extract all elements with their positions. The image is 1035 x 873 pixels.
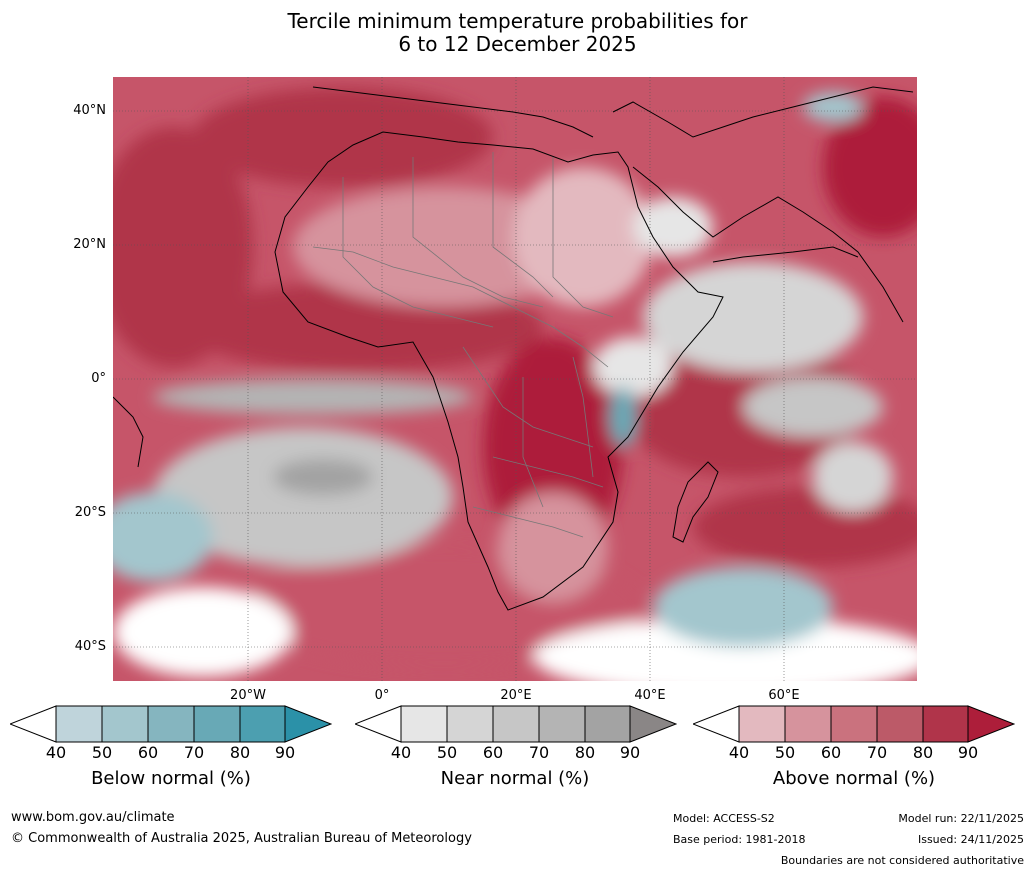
legend-above-tick: 40 [728, 743, 750, 762]
legend-above-tick: 60 [820, 743, 842, 762]
colorbar-below-bin-4 [239, 705, 286, 743]
map-canvas [113, 77, 917, 681]
footer-model-run: Model run: 22/11/2025 [898, 812, 1024, 825]
footer-copyright: © Commonwealth of Australia 2025, Austra… [11, 831, 472, 846]
legend-above-tick: 90 [957, 743, 979, 762]
footer-base-period: Base period: 1981-2018 [673, 833, 806, 846]
lat-label-40s: 40°S [74, 639, 106, 654]
colorbar-below-upper-arrow [284, 705, 332, 743]
colorbar-below-lower-arrow [10, 705, 57, 743]
colorbar-above-lower-arrow [693, 705, 740, 743]
legend-above-title: Above normal (%) [772, 768, 936, 789]
lat-label-20s: 20°S [74, 505, 106, 520]
footer-issued: Issued: 24/11/2025 [917, 833, 1024, 846]
coastlines [113, 86, 914, 611]
colorbar-near-bin-2 [492, 705, 540, 743]
legend-above-tick: 50 [774, 743, 796, 762]
lon-label-60e: 60°E [768, 688, 800, 703]
lon-label-20e: 20°E [500, 688, 532, 703]
legend-near-tick: 50 [436, 743, 458, 762]
legend-below-tick: 60 [137, 743, 159, 762]
legend-below-tick: 90 [274, 743, 296, 762]
legend-below-tick: 70 [183, 743, 205, 762]
colorbar-below-bin-1 [101, 705, 149, 743]
title-line-1: Tercile minimum temperature probabilitie… [287, 9, 748, 33]
colorbar-below [10, 705, 332, 743]
footer-website-link[interactable]: www.bom.gov.au/climate [11, 810, 175, 825]
legend-above-tick: 80 [912, 743, 934, 762]
title-line-2: 6 to 12 December 2025 [398, 32, 637, 56]
lat-label-40n: 40°N [73, 103, 106, 118]
legend-below-tick: 40 [45, 743, 67, 762]
probability-field [113, 87, 917, 681]
colorbar-below-bin-3 [193, 705, 241, 743]
colorbar-above-bin-2 [830, 705, 878, 743]
colorbar-near-bin-0 [400, 705, 448, 743]
colorbar-above-bin-4 [922, 705, 969, 743]
colorbar-below-bin-0 [55, 705, 103, 743]
lon-label-20w: 20°W [230, 688, 266, 703]
footer-disclaimer: Boundaries are not considered authoritat… [780, 854, 1024, 867]
map-title: Tercile minimum temperature probabilitie… [0, 10, 1035, 56]
legend-near-title: Near normal (%) [440, 768, 590, 789]
country-boundaries [312, 152, 614, 538]
lat-label-20n: 20°N [73, 237, 106, 252]
probability-map [113, 77, 917, 681]
colorbar-above-bin-0 [738, 705, 786, 743]
colorbar-near-lower-arrow [355, 705, 402, 743]
lon-label-0: 0° [374, 688, 390, 703]
legend-above-tick: 70 [866, 743, 888, 762]
colorbar-above-upper-arrow [967, 705, 1015, 743]
colorbar-above [693, 705, 1015, 743]
legend-below-normal [10, 700, 332, 748]
lat-label-0: 0° [91, 371, 106, 386]
colorbar-near-bin-3 [538, 705, 586, 743]
colorbar-near-bin-4 [584, 705, 631, 743]
legend-near-normal [355, 700, 677, 748]
colorbar-above-bin-1 [784, 705, 832, 743]
colorbar-near-upper-arrow [629, 705, 677, 743]
legend-near-tick: 40 [390, 743, 412, 762]
legend-near-tick: 80 [574, 743, 596, 762]
legend-below-tick: 80 [229, 743, 251, 762]
colorbar-below-bin-2 [147, 705, 195, 743]
legend-below-title: Below normal (%) [91, 768, 251, 789]
legend-near-tick: 90 [619, 743, 641, 762]
colorbar-near [355, 705, 677, 743]
legend-above-normal [693, 700, 1015, 748]
footer-model: Model: ACCESS-S2 [673, 812, 775, 825]
colorbar-above-bin-3 [876, 705, 924, 743]
graticule [113, 77, 917, 681]
colorbar-near-bin-1 [446, 705, 494, 743]
legend-near-tick: 60 [482, 743, 504, 762]
legend-below-tick: 50 [91, 743, 113, 762]
lon-label-40e: 40°E [634, 688, 666, 703]
legend-near-tick: 70 [528, 743, 550, 762]
